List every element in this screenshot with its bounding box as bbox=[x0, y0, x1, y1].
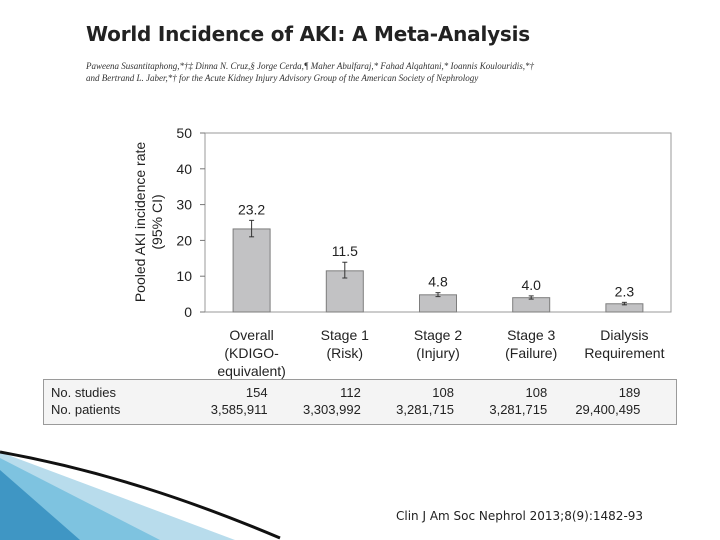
plot-area bbox=[204, 132, 672, 313]
data-label: 4.8 bbox=[428, 274, 448, 290]
table-cell: 112 bbox=[340, 385, 361, 400]
table-cell: 3,281,715 bbox=[396, 402, 454, 417]
data-label: 23.2 bbox=[238, 201, 265, 217]
table-cell: 154 bbox=[245, 385, 268, 400]
category-label: equivalent) bbox=[217, 363, 286, 379]
authors-line-1: Paweena Susantitaphong,*†‡ Dinna N. Cruz… bbox=[86, 61, 534, 71]
y-tick-label: 50 bbox=[176, 125, 192, 141]
category-label: (Risk) bbox=[327, 345, 364, 361]
swoosh-dark bbox=[0, 470, 80, 540]
bar bbox=[419, 294, 457, 313]
table-cell: 108 bbox=[432, 385, 454, 400]
y-axis-label-ci: (95% CI) bbox=[149, 194, 165, 249]
category-label: Dialysis bbox=[600, 327, 648, 343]
swoosh-line bbox=[0, 450, 281, 540]
category-label: (KDIGO- bbox=[224, 345, 279, 361]
y-axis-label: Pooled AKI incidence rate bbox=[132, 142, 148, 303]
data-label: 2.3 bbox=[615, 283, 635, 299]
category-label: Requirement bbox=[584, 345, 664, 361]
table-row-label: No. patients bbox=[51, 402, 121, 417]
study-table: No. studies 154 112 108 108 189 No. patients 3… bbox=[43, 379, 677, 425]
bar bbox=[232, 228, 271, 313]
data-label: 11.5 bbox=[332, 243, 358, 259]
table-cell: 29,400,495 bbox=[575, 402, 641, 417]
table-cell: 3,303,992 bbox=[302, 402, 361, 417]
y-tick-label: 0 bbox=[184, 304, 192, 320]
slide-title: World Incidence of AKI: A Meta-Analysis bbox=[86, 22, 530, 46]
authors-line-2: and Bertrand L. Jaber,*† for the Acute K… bbox=[86, 73, 479, 83]
y-tick-label: 10 bbox=[176, 268, 192, 284]
table-cell: 3,585,911 bbox=[210, 402, 268, 417]
y-tick-label: 30 bbox=[176, 197, 192, 213]
table-cell: 189 bbox=[618, 385, 641, 400]
table-cell: 3,281,715 bbox=[489, 402, 548, 417]
category-label: Stage 2 bbox=[414, 327, 462, 343]
y-tick-label: 40 bbox=[176, 161, 192, 177]
category-label: (Injury) bbox=[416, 345, 460, 361]
bar bbox=[512, 297, 551, 313]
author-list: Paweena Susantitaphong,*†‡ Dinna N. Cruz… bbox=[86, 60, 606, 84]
category-label: Stage 3 bbox=[507, 327, 555, 343]
category-label: (Failure) bbox=[505, 345, 557, 361]
category-label: Overall bbox=[229, 327, 273, 343]
bar-chart: 0 10 20 30 40 50 Pooled AKI incidence rate (95%… bbox=[132, 125, 672, 379]
citation: Clin J Am Soc Nephrol 2013;8(9):1482-93 bbox=[396, 509, 644, 523]
category-label: Stage 1 bbox=[321, 327, 369, 343]
table-row-patients: No. patients 3,585,911 3,303,992 3,281,715 3… bbox=[44, 402, 676, 419]
y-tick-label: 20 bbox=[176, 232, 192, 248]
table-row-studies: No. studies 154 112 108 108 189 bbox=[44, 385, 676, 402]
table-row-label: No. studies bbox=[51, 385, 117, 400]
data-label: 4.0 bbox=[521, 277, 541, 293]
table-cell: 108 bbox=[525, 385, 548, 400]
